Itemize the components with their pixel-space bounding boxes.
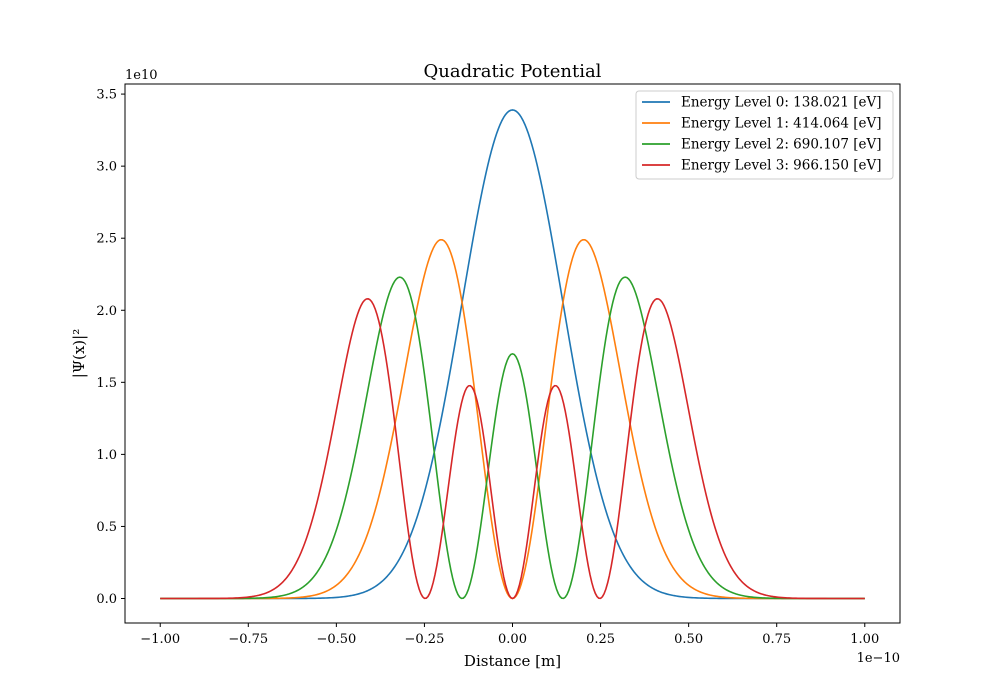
x-tick-label: −0.25 [405,632,445,647]
x-tick-label: −0.75 [228,632,268,647]
x-tick-label: 0.75 [762,632,791,647]
series-layer [160,109,865,600]
legend-label: Energy Level 1: 414.064 [eV] [681,116,882,132]
plot-area [124,83,901,624]
legend-items: Energy Level 0: 138.021 [eV] Energy Level… [642,95,882,174]
x-axis-label: Distance [m] [464,652,561,670]
x-tick-label: 0.50 [674,632,703,647]
x-tick-label: 0.25 [586,632,615,647]
x-tick-label: 1.00 [850,632,879,647]
y-axis-ticks: 0.0 0.5 1.0 1.5 2.0 2.5 3.0 3.5 [96,88,125,607]
y-axis-label: |Ψ(x)|² [70,329,88,378]
y-tick-label: 1.0 [96,448,117,463]
series-line [160,297,865,600]
x-axis-offset-text: 1e−10 [857,651,900,666]
x-axis-ticks: −1.00 −0.75 −0.50 −0.25 0.00 0.25 0.50 0.75 1.00 [140,623,879,647]
y-tick-label: 2.0 [96,304,117,319]
y-tick-label: 0.5 [96,520,117,535]
y-tick-label: 3.0 [96,160,117,175]
y-tick-label: 2.5 [96,232,117,247]
y-axis-offset-text: 1e10 [125,68,158,83]
series-line [160,276,865,600]
legend-box [635,90,894,180]
y-tick-label: 0.0 [96,592,117,607]
legend-label: Energy Level 0: 138.021 [eV] [681,95,882,111]
x-tick-label: −1.00 [140,632,180,647]
x-tick-label: −0.50 [316,632,356,647]
y-tick-label: 1.5 [96,376,117,391]
chart-title: Quadratic Potential [424,61,602,82]
legend-label: Energy Level 3: 966.150 [eV] [681,158,882,174]
y-tick-label: 3.5 [96,88,117,103]
legend: Energy Level 0: 138.021 [eV] Energy Level… [635,90,894,180]
legend-label: Energy Level 2: 690.107 [eV] [681,137,882,153]
x-tick-label: 0.00 [498,632,527,647]
